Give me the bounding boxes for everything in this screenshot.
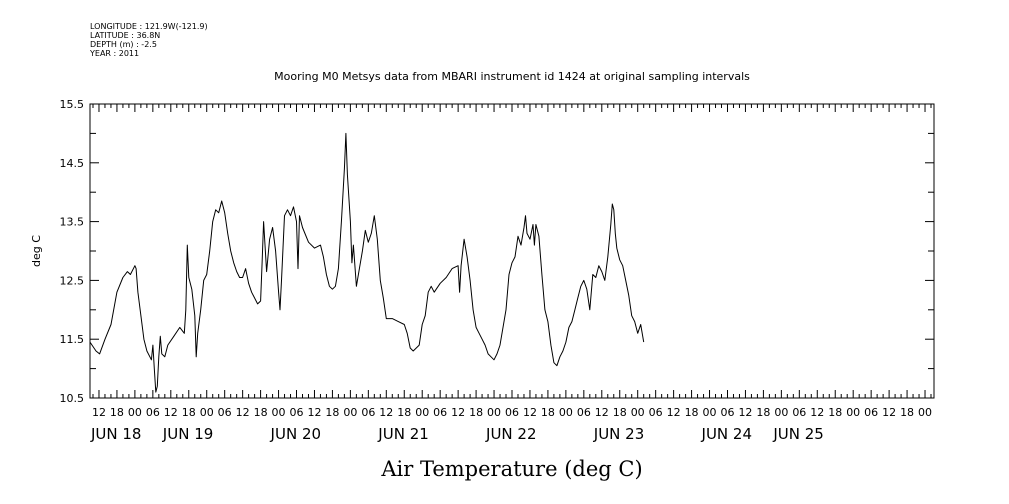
x-hour-label: 00 <box>415 406 429 419</box>
x-hour-label: 00 <box>272 406 286 419</box>
x-hour-label: 12 <box>595 406 609 419</box>
x-day-label: JUN 22 <box>485 425 536 443</box>
x-hour-label: 00 <box>200 406 214 419</box>
x-hour-label: 12 <box>236 406 250 419</box>
y-axis: 10.5 11.5 12.5 13.5 14.5 15.5 <box>60 98 934 405</box>
y-tick-label: 12.5 <box>60 274 85 287</box>
x-hour-label: 18 <box>756 406 770 419</box>
x-hour-label: 12 <box>451 406 465 419</box>
x-hour-label: 18 <box>325 406 339 419</box>
x-hour-label: 00 <box>487 406 501 419</box>
x-day-label: JUN 24 <box>701 425 752 443</box>
depth-line: DEPTH (m) : -2.5 <box>90 40 157 49</box>
x-hour-label: 12 <box>667 406 681 419</box>
x-hour-label: 06 <box>649 406 663 419</box>
x-hour-label: 00 <box>343 406 357 419</box>
y-tick-label: 10.5 <box>60 392 85 405</box>
x-hour-label: 06 <box>290 406 304 419</box>
x-hour-label: 06 <box>505 406 519 419</box>
x-hour-label: 12 <box>882 406 896 419</box>
x-hour-label: 18 <box>613 406 627 419</box>
x-axis-label: Air Temperature (deg C) <box>380 457 642 481</box>
x-axis: 12 18 00 06 12 18 00 06 12 18 00 06 12 18 00 06 12 18 00 06… <box>90 104 932 443</box>
x-hour-label: 00 <box>559 406 573 419</box>
x-hour-label: 06 <box>146 406 160 419</box>
plot-frame <box>89 103 935 399</box>
x-hour-label: 00 <box>918 406 932 419</box>
x-hour-label: 12 <box>379 406 393 419</box>
x-hour-label: 12 <box>307 406 321 419</box>
x-hour-label: 18 <box>900 406 914 419</box>
x-day-label: JUN 20 <box>270 425 321 443</box>
x-hour-label: 06 <box>433 406 447 419</box>
x-hour-label: 00 <box>631 406 645 419</box>
x-day-label: JUN 23 <box>593 425 644 443</box>
x-hour-label: 18 <box>110 406 124 419</box>
x-hour-label: 12 <box>810 406 824 419</box>
x-hour-label: 18 <box>397 406 411 419</box>
x-hour-label: 18 <box>254 406 268 419</box>
x-hour-label: 06 <box>792 406 806 419</box>
x-hour-label: 18 <box>182 406 196 419</box>
series-line <box>89 132 645 393</box>
x-hour-label: 00 <box>846 406 860 419</box>
x-hour-label: 18 <box>828 406 842 419</box>
x-hour-label: 06 <box>361 406 375 419</box>
x-hour-label: 18 <box>685 406 699 419</box>
y-tick-label: 13.5 <box>60 216 85 229</box>
x-hour-label: 12 <box>92 406 106 419</box>
x-day-label: JUN 18 <box>90 425 141 443</box>
x-hour-label: 06 <box>218 406 232 419</box>
metadata-header: LONGITUDE : 121.9W(-121.9) LATITUDE : 36… <box>90 22 208 58</box>
x-hour-label: 00 <box>128 406 142 419</box>
x-day-label: JUN 19 <box>162 425 213 443</box>
y-tick-label: 14.5 <box>60 157 85 170</box>
y-axis-label: deg C <box>30 235 43 267</box>
x-hour-label: 06 <box>864 406 878 419</box>
x-hour-label: 18 <box>469 406 483 419</box>
x-hour-label: 12 <box>738 406 752 419</box>
chart-title: Mooring M0 Metsys data from MBARI instru… <box>274 70 750 83</box>
x-day-label: JUN 25 <box>772 425 823 443</box>
x-hour-label: 00 <box>774 406 788 419</box>
latitude-line: LATITUDE : 36.8N <box>90 31 161 40</box>
series-group <box>89 132 645 393</box>
x-hour-label: 06 <box>577 406 591 419</box>
x-hour-label: 00 <box>703 406 717 419</box>
x-hour-label: 18 <box>541 406 555 419</box>
y-tick-label: 11.5 <box>60 333 85 346</box>
y-tick-label: 15.5 <box>60 98 85 111</box>
year-line: YEAR : 2011 <box>90 49 140 58</box>
x-hour-label: 12 <box>164 406 178 419</box>
longitude-line: LONGITUDE : 121.9W(-121.9) <box>90 22 208 31</box>
x-hour-label: 06 <box>720 406 734 419</box>
x-hour-label: 12 <box>523 406 537 419</box>
x-day-label: JUN 21 <box>377 425 428 443</box>
